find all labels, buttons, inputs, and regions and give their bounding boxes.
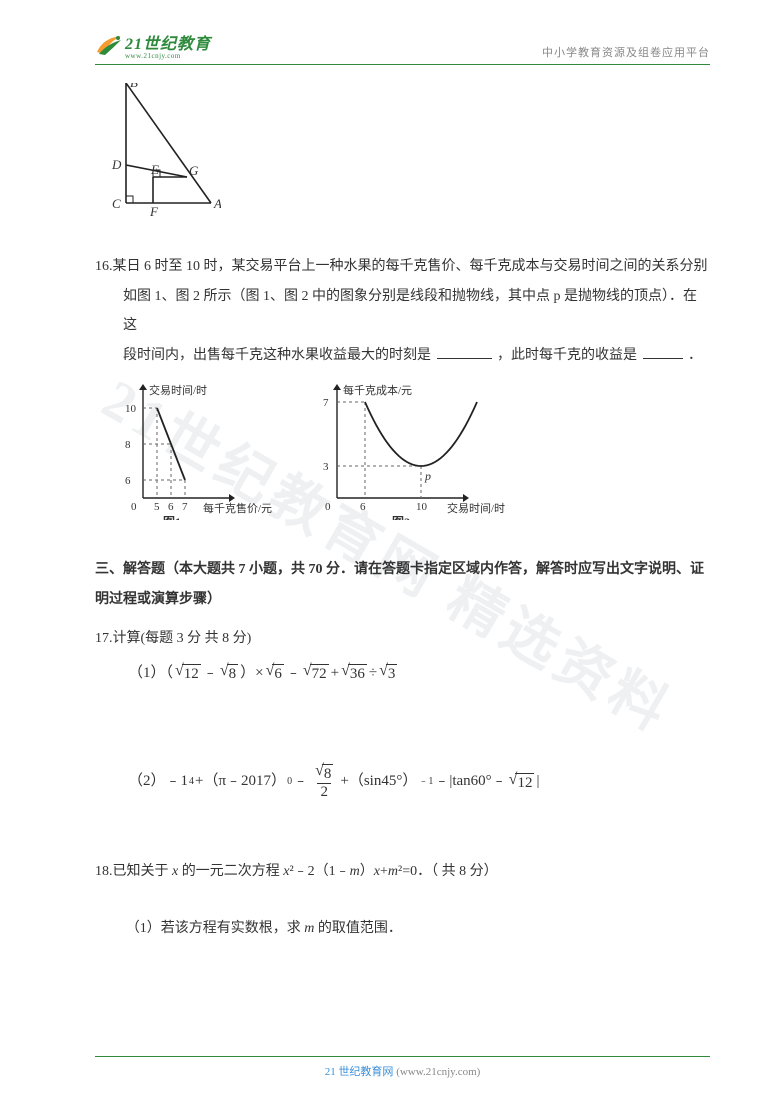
- sqrt-72: √72: [303, 663, 329, 683]
- q18-sub1: （1）若该方程有实数根，求 m 的取值范围．: [95, 914, 710, 943]
- brand-logo: 21世纪教育 www.21cnjy.com: [95, 30, 211, 60]
- swoosh-icon: [95, 34, 123, 56]
- svg-text:3: 3: [323, 461, 329, 473]
- sqrt-12: √12: [175, 663, 201, 683]
- svg-text:0: 0: [131, 501, 137, 513]
- svg-text:7: 7: [182, 501, 188, 513]
- q16-blank-2: [643, 344, 683, 359]
- svg-text:5: 5: [154, 501, 160, 513]
- svg-text:交易时间/时: 交易时间/时: [447, 501, 505, 515]
- frac-sqrt8-over-2: √8 2: [311, 763, 337, 801]
- chart-1: 0交易时间/时每千克售价/元6810567图1: [115, 380, 285, 520]
- footer-brand: 21 世纪教育网: [325, 1066, 394, 1078]
- page-footer: 21 世纪教育网 (www.21cnjy.com): [95, 1056, 710, 1079]
- header-platform-text: 中小学教育资源及组卷应用平台: [542, 44, 710, 60]
- svg-text:6: 6: [168, 501, 174, 513]
- svg-text:每千克售价/元: 每千克售价/元: [203, 501, 272, 515]
- sqrt-12b: √12: [509, 772, 535, 792]
- section-3-title-b: 明过程或演算步骤）: [95, 585, 710, 614]
- sqrt-3: √3: [379, 663, 397, 683]
- q17-heading: 17.计算(每题 3 分 共 8 分): [95, 624, 710, 653]
- svg-text:10: 10: [416, 501, 428, 513]
- sqrt-36: √36: [341, 663, 367, 683]
- sqrt-8: √8: [220, 663, 238, 683]
- question-17: 17.计算(每题 3 分 共 8 分) （1）（ √12 ﹣ √8 ）× √6 …: [95, 624, 710, 800]
- triangle-figure: B C A D E F G: [101, 83, 710, 234]
- q16-charts: 0交易时间/时每千克售价/元6810567图1 0每千克成本/元交易时间/时37…: [115, 380, 710, 531]
- q17-part1: （1）（ √12 ﹣ √8 ）× √6 ﹣ √72 + √36 ÷ √3: [95, 658, 710, 690]
- svg-text:6: 6: [360, 501, 366, 513]
- q17-p2-prefix: （2）﹣1: [128, 766, 188, 798]
- section-3-title-a: 三、解答题（本大题共 7 小题，共 70 分．请在答题卡指定区域内作答，解答时应…: [95, 555, 710, 584]
- sqrt-6: √6: [266, 663, 284, 683]
- svg-text:8: 8: [125, 439, 131, 451]
- svg-text:图2: 图2: [392, 515, 410, 520]
- svg-text:图1: 图1: [163, 515, 181, 520]
- question-16: 16.某日 6 时至 10 时，某交易平台上一种水果的每千克售价、每千克成本与交…: [95, 252, 710, 370]
- svg-text:7: 7: [323, 397, 329, 409]
- svg-text:G: G: [189, 163, 199, 178]
- q17-p1-prefix: （1）（: [128, 658, 173, 690]
- question-18: 18.已知关于 x 的一元二次方程 x²﹣2（1﹣m）x+m²=0．（ 共 8 …: [95, 857, 710, 944]
- svg-text:0: 0: [325, 501, 331, 513]
- q16-line2: 如图 1、图 2 所示（图 1、图 2 中的图象分别是线段和抛物线，其中点 p …: [95, 282, 710, 341]
- svg-text:D: D: [111, 157, 122, 172]
- svg-text:6: 6: [125, 475, 131, 487]
- svg-text:每千克成本/元: 每千克成本/元: [343, 383, 412, 397]
- svg-text:p: p: [424, 469, 431, 483]
- svg-text:F: F: [149, 204, 159, 219]
- q17-part2: （2）﹣14 +（π﹣2017）0 ﹣ √8 2 +（sin45°）﹣1 ﹣|t…: [95, 763, 710, 801]
- page-header: 21世纪教育 www.21cnjy.com 中小学教育资源及组卷应用平台: [95, 30, 710, 65]
- content-region: B C A D E F G 16.某日 6 时至 10 时，某交易平台上一种水果的每千克售价…: [95, 83, 710, 943]
- q16-line1: 16.某日 6 时至 10 时，某交易平台上一种水果的每千克售价、每千克成本与交…: [95, 252, 710, 281]
- q16-line3c: ．: [688, 348, 702, 363]
- svg-text:10: 10: [125, 403, 137, 415]
- svg-text:A: A: [213, 196, 221, 211]
- section-3-title: 三、解答题（本大题共 7 小题，共 70 分．请在答题卡指定区域内作答，解答时应…: [95, 555, 710, 614]
- svg-text:C: C: [112, 196, 121, 211]
- svg-text:交易时间/时: 交易时间/时: [149, 383, 207, 397]
- svg-text:B: B: [130, 83, 138, 90]
- q16-line3b: ，此时每千克的收益是: [497, 348, 637, 363]
- footer-url: (www.21cnjy.com): [396, 1066, 480, 1078]
- logo-main-text: 21世纪教育: [125, 30, 211, 54]
- q18-line: 18.已知关于 x 的一元二次方程 x²﹣2（1﹣m）x+m²=0．（ 共 8 …: [95, 857, 710, 886]
- chart-2: 0 每千克成本/元交易时间/时 3 7 6 10 p 图2: [309, 380, 509, 520]
- q16-blank-1: [437, 344, 492, 359]
- q16-line3: 段时间内，出售每千克这种水果收益最大的时刻是 ，此时每千克的收益是 ．: [95, 341, 710, 370]
- svg-text:E: E: [150, 162, 159, 177]
- q16-line3a: 段时间内，出售每千克这种水果收益最大的时刻是: [123, 348, 431, 363]
